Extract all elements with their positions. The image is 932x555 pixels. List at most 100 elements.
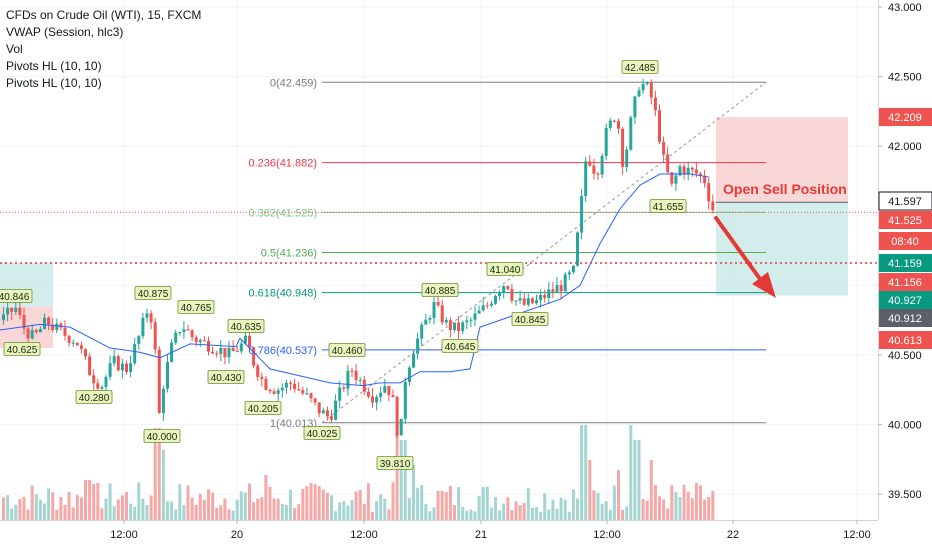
candle-body xyxy=(407,367,411,383)
volume-bar xyxy=(174,509,178,520)
volume-bar xyxy=(317,486,321,520)
volume-bar xyxy=(604,501,608,520)
indicator-vwap[interactable]: VWAP (Session, hlc3) xyxy=(6,25,124,39)
candle-body xyxy=(395,397,399,436)
price-tag-text: 41.525 xyxy=(888,215,922,227)
candle-body xyxy=(649,82,653,98)
volume-bar xyxy=(10,508,14,520)
volume-bar xyxy=(297,503,301,520)
candle-body xyxy=(629,117,633,150)
volume-bar xyxy=(407,497,411,520)
pivot-label: 39.810 xyxy=(376,456,414,470)
volume-bar xyxy=(104,498,108,520)
volume-bar xyxy=(38,499,42,520)
pivot-label-text: 40.635 xyxy=(231,322,262,333)
candle-body xyxy=(325,410,329,417)
volume-bar xyxy=(198,493,202,520)
candle-body xyxy=(104,376,108,387)
pivot-label: 41.040 xyxy=(486,262,524,276)
volume-bar xyxy=(686,491,690,520)
time-axis[interactable]: 12:00 20 12:00 21 12:00 22 12:00 xyxy=(0,520,932,550)
candle-body xyxy=(576,232,579,266)
candle-body xyxy=(51,324,55,330)
chart-title[interactable]: CFDs on Crude Oil (WTI), 15, FXCM xyxy=(6,8,202,22)
candle-body xyxy=(129,363,133,373)
candle-body xyxy=(375,396,379,403)
candle-body xyxy=(125,363,128,373)
volume-bar xyxy=(157,428,161,520)
volume-bar xyxy=(354,491,358,520)
volume-bar xyxy=(465,510,469,520)
volume-bar xyxy=(190,497,194,520)
candle-body xyxy=(530,298,534,304)
pivot-label-box xyxy=(486,262,524,276)
candle-body xyxy=(641,84,645,91)
volume-bar xyxy=(141,498,145,520)
volume-bar xyxy=(133,506,137,520)
pivot-label: 40.000 xyxy=(143,429,181,443)
sell-position-label[interactable]: Open Sell Position xyxy=(723,181,847,197)
pivot-label-text: 40.885 xyxy=(425,286,456,297)
volume-bar xyxy=(149,495,153,520)
candle-body xyxy=(301,390,305,394)
volume-bar xyxy=(399,440,403,520)
price-tag: 41.597 xyxy=(878,191,932,211)
volume-bar xyxy=(592,490,596,520)
take-profit-zone[interactable] xyxy=(716,202,848,296)
candle-body xyxy=(268,389,272,392)
fib-level-label: 0.618(40.948) xyxy=(249,288,318,300)
candle-body xyxy=(67,335,71,343)
candle-body xyxy=(379,392,383,397)
price-tag: 08:40 xyxy=(879,232,932,250)
volume-bar xyxy=(260,497,264,520)
stop-loss-zone[interactable] xyxy=(716,117,848,203)
fib-retracement[interactable]: 0(42.459) 0.236(41.882) 0.382(41.525) 0.5(4… xyxy=(249,77,767,430)
candle-body xyxy=(600,155,604,175)
candle-body xyxy=(2,314,5,321)
candle-body xyxy=(120,363,124,371)
volume-bar xyxy=(436,490,440,520)
volume-bar xyxy=(227,509,231,520)
candle-body xyxy=(699,173,702,176)
pivot-label: 40.280 xyxy=(75,390,113,404)
volume-series xyxy=(2,425,715,520)
candle-body xyxy=(100,386,104,389)
candle-body xyxy=(432,302,436,319)
price-tag-text: 40.912 xyxy=(888,313,922,325)
position-tool[interactable] xyxy=(0,117,848,349)
volume-bar xyxy=(366,483,370,520)
candle-body xyxy=(346,370,350,389)
price-tag-text: 41.159 xyxy=(888,258,922,270)
pivot-label-box xyxy=(134,286,172,300)
volume-bar xyxy=(485,486,489,520)
candle-body xyxy=(502,286,506,293)
indicator-vol[interactable]: Vol xyxy=(6,42,23,56)
candle-body xyxy=(412,353,415,368)
volume-bar xyxy=(342,501,346,520)
candle-body xyxy=(6,307,10,315)
candle-body xyxy=(485,305,489,307)
candle-body xyxy=(182,329,186,332)
candle-body xyxy=(92,375,96,384)
volume-bar xyxy=(211,492,215,520)
fib-level-label: 0(42.459) xyxy=(270,77,317,89)
candle-body xyxy=(47,317,51,325)
volume-bar xyxy=(576,498,579,520)
candle-body xyxy=(276,390,280,394)
candle-body xyxy=(223,347,227,358)
volume-bar xyxy=(166,501,169,520)
candle-body xyxy=(383,386,387,393)
indicator-pivots-2[interactable]: Pivots HL (10, 10) xyxy=(6,76,102,90)
volume-bar xyxy=(539,511,543,520)
price-tag-box xyxy=(879,232,932,250)
pivot-label-text: 40.765 xyxy=(181,303,212,314)
volume-bar xyxy=(645,500,649,520)
volume-bar xyxy=(559,497,563,520)
candle-body xyxy=(686,167,690,175)
indicator-pivots-1[interactable]: Pivots HL (10, 10) xyxy=(6,59,102,73)
volume-bar xyxy=(293,508,297,520)
time-tick-label: 20 xyxy=(231,529,243,541)
pivot-label-text: 40.430 xyxy=(211,373,242,384)
